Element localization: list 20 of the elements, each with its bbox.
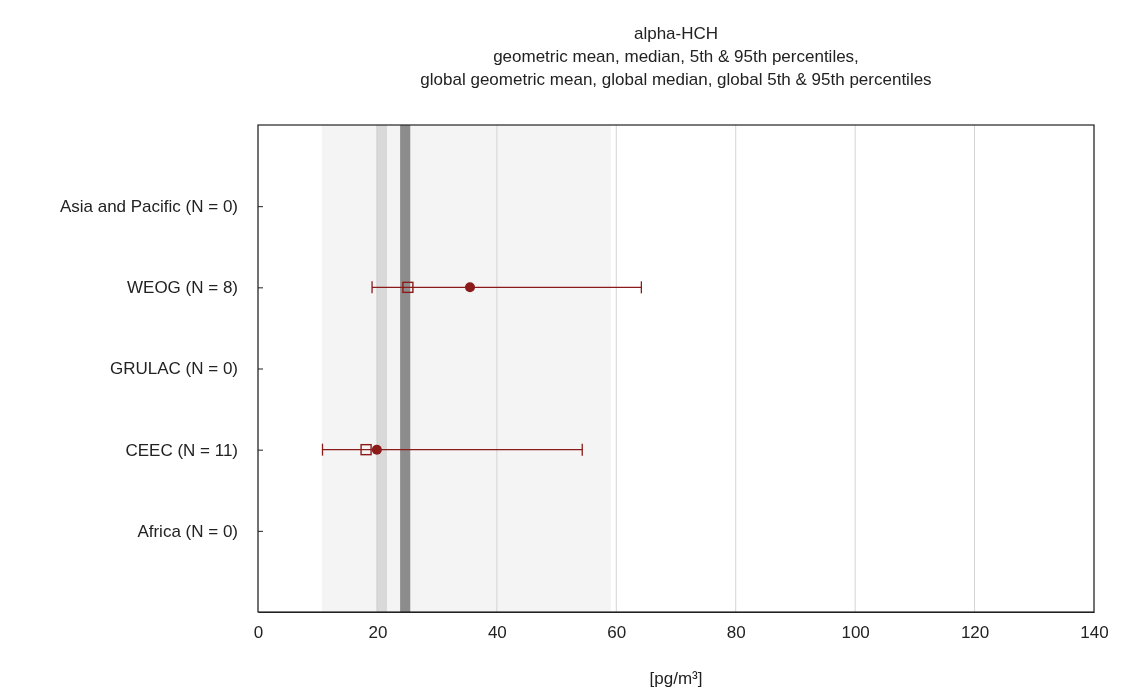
x-tick-label: 80 [726,623,746,643]
y-tick-label: CEEC (N = 11) [125,440,238,460]
x-tick-label: 100 [841,623,870,643]
point [360,443,372,456]
y-tick-label: Asia and Pacific (N = 0) [59,197,238,217]
point [402,281,414,294]
chart-subtitle: geometric mean, median, 5th & 95th percentiles, global geometric mean, global median, global 5th & 95th percentiles [420,47,932,89]
x-axis-title: [pg/m³] [649,669,703,688]
x-tick-label: 40 [487,623,507,643]
x-tick-label: 60 [607,623,627,643]
y-tick-label: WEOG (N = 8) [127,278,238,298]
x-tick-label: 20 [368,623,388,643]
chart-title: alpha-HCH [633,24,719,43]
y-tick-label: Africa (N = 0) [137,521,238,541]
y-tick-label: GRULAC (N = 0) [110,359,238,379]
point [464,282,475,293]
x-tick-label: 120 [960,623,990,643]
x-tick-label: 0 [253,623,264,643]
x-tick-label: 140 [1080,623,1109,643]
point [371,444,382,455]
